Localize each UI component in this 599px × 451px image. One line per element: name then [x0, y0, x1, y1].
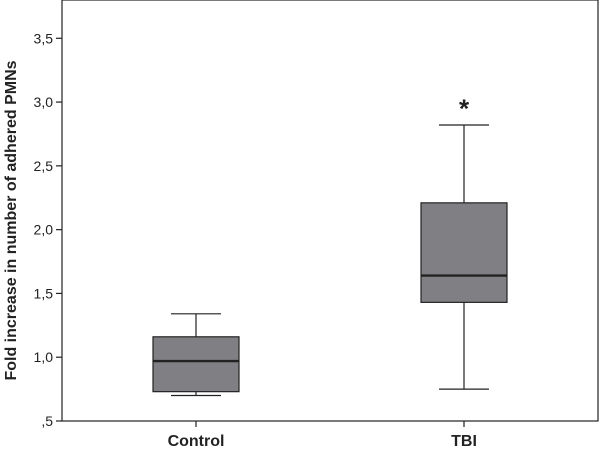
boxes — [152, 124, 508, 397]
y-tick-label: 2,0 — [34, 222, 54, 238]
annotations: * — [459, 94, 470, 124]
y-tick-label: 3,0 — [34, 94, 54, 110]
iqr-box — [152, 336, 240, 393]
x-axis: Control TBI — [168, 421, 477, 450]
y-tick-label: 1,0 — [34, 349, 54, 365]
significance-asterisk: * — [459, 94, 470, 124]
y-tick-label: 2,5 — [34, 158, 54, 174]
box-tbi — [420, 124, 508, 390]
y-tick-label: 1,5 — [34, 285, 54, 301]
plot-frame — [61, 0, 599, 422]
iqr-box — [420, 202, 508, 303]
y-axis-title: Fold increase in number of adhered PMNs — [3, 60, 20, 380]
box-control — [152, 313, 240, 397]
y-tick-label: 3,5 — [34, 30, 54, 46]
y-tick-label: ,5 — [41, 413, 53, 429]
y-axis: ,5 1,0 1,5 2,0 2,5 3,0 3,5 — [34, 30, 62, 429]
x-category-label: TBI — [451, 433, 477, 450]
x-category-label: Control — [168, 433, 225, 450]
